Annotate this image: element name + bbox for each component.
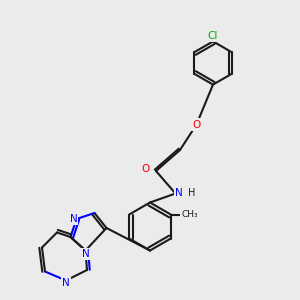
Text: Cl: Cl [208,31,218,41]
Text: O: O [141,164,150,175]
Text: N: N [82,249,89,259]
Text: N: N [175,188,182,199]
Text: O: O [192,119,201,130]
Text: N: N [70,214,77,224]
Text: H: H [188,188,196,199]
Text: N: N [62,278,70,289]
Text: CH₃: CH₃ [182,210,198,219]
